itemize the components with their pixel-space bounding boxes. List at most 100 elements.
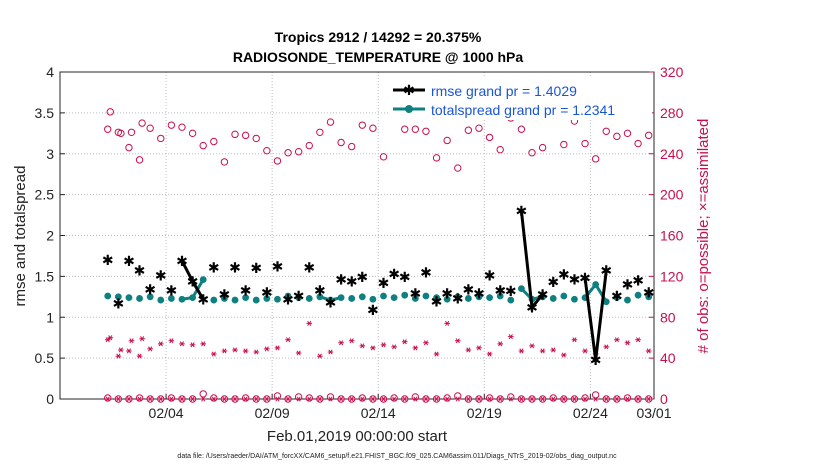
rmse-point: ✱ — [134, 264, 146, 280]
obs-possible-marker — [231, 130, 239, 139]
y-tick-label: 2.5 — [35, 187, 55, 203]
obs-assimilated-low-marker — [147, 396, 153, 402]
obs-possible-low-marker — [305, 394, 313, 402]
totalspread-point — [475, 293, 483, 301]
grid — [60, 72, 654, 399]
y2-tick-label: 200 — [660, 187, 684, 203]
right-axis-ticks: 0 40 80 120 160 200 240 280 320 — [649, 64, 684, 407]
obs-possible-low-marker — [581, 394, 589, 402]
obs-possible-marker — [199, 141, 207, 150]
rmse-point: ✱ — [431, 295, 443, 311]
obs-assimilated-marker — [359, 343, 366, 349]
rmse-point: ✱ — [112, 296, 124, 312]
rmse-point: ✱ — [590, 353, 602, 369]
rmse-point: ✱ — [367, 303, 379, 319]
obs-assimilated-marker — [189, 342, 196, 348]
obs-possible-marker — [369, 124, 377, 132]
totalspread-point — [433, 294, 440, 302]
obs-assimilated-low-marker — [412, 396, 419, 402]
obs-assimilated-low-marker — [645, 396, 652, 402]
obs-assimilated-marker — [614, 337, 620, 343]
totalspread-point — [104, 292, 112, 300]
obs-possible-low-marker — [443, 394, 451, 402]
obs-assimilated-marker — [104, 337, 111, 343]
obs-possible-low-marker — [369, 395, 377, 403]
obs-possible-low-marker — [178, 395, 186, 403]
obs-assimilated-low-marker — [285, 396, 291, 402]
obs-assimilated-low-marker — [454, 396, 461, 402]
obs-assimilated-marker — [139, 336, 145, 342]
totalspread-point — [337, 294, 345, 302]
obs-possible-marker — [432, 154, 441, 162]
obs-assimilated-marker — [508, 334, 514, 340]
legend-rmse-marker: ✱ — [403, 82, 415, 98]
x-tick-label: 02/04 — [149, 405, 184, 421]
obs-assimilated-marker — [168, 338, 175, 344]
obs-possible-marker — [106, 108, 114, 116]
obs-possible-low-marker — [157, 395, 165, 403]
rmse-point: ✱ — [229, 260, 241, 276]
obs-possible-low-marker — [294, 393, 303, 401]
obs-possible-low-marker — [507, 393, 515, 401]
obs-possible-low-marker — [347, 395, 356, 403]
chart-title-line1: Tropics 2912 / 14292 = 20.375% — [275, 29, 482, 45]
rmse-point: ✱ — [622, 278, 634, 294]
obs-assimilated-marker — [338, 340, 344, 346]
totalspread-point — [602, 298, 610, 306]
obs-assimilated-marker — [550, 347, 557, 353]
obs-possible-low-marker — [231, 395, 239, 403]
rmse-point: ✱ — [409, 287, 421, 303]
obs-possible-marker — [117, 129, 125, 138]
obs-possible-low-marker — [210, 394, 218, 402]
totalspread-point — [358, 293, 366, 301]
obs-possible-low-marker — [326, 393, 335, 401]
totalspread-point — [613, 294, 621, 302]
obs-assimilated-marker — [306, 320, 313, 326]
totalspread-point — [507, 296, 515, 304]
obs-assimilated-low-marker — [157, 396, 164, 402]
obs-possible-marker — [560, 140, 568, 149]
y-tick-label: 2 — [46, 228, 54, 244]
obs-assimilated-marker — [200, 341, 206, 347]
obs-assimilated-marker — [561, 352, 567, 358]
obs-assimilated-marker — [433, 351, 440, 357]
totalspread-point — [571, 295, 578, 303]
totalspread-point — [401, 291, 409, 299]
obs-assimilated-low-marker — [444, 396, 450, 402]
obs-possible-marker — [294, 148, 303, 156]
legend-rmse-label: rmse grand pr = 1.4029 — [431, 83, 577, 99]
x-tick-label: 02/09 — [255, 405, 290, 421]
obs-assimilated-low-marker — [380, 396, 387, 402]
obs-assimilated-low-marker — [401, 396, 408, 402]
obs-assimilated-marker — [126, 348, 132, 354]
rmse-point: ✱ — [123, 254, 135, 270]
obs-assimilated-low-marker — [370, 396, 376, 402]
rmse-point: ✱ — [537, 287, 549, 303]
rmse-point: ✱ — [452, 291, 464, 307]
rmse-point: ✱ — [155, 269, 167, 285]
totalspread-point — [125, 294, 133, 302]
obs-assimilated-marker — [295, 350, 302, 356]
rmse-point: ✱ — [420, 265, 432, 281]
legend-box — [388, 78, 652, 120]
data-file-footer: data file: /Users/raeder/DAI/ATM_forcXX/… — [177, 453, 617, 460]
totalspread-point — [231, 296, 239, 304]
rmse-line — [519, 210, 544, 312]
obs-possible-low-marker — [602, 395, 610, 403]
obs-possible-marker — [623, 129, 632, 138]
obs-assimilated-marker — [179, 341, 185, 347]
obs-assimilated-marker — [221, 348, 228, 354]
obs-possible-marker — [347, 142, 356, 151]
totalspread-point — [486, 294, 493, 302]
obs-assimilated-marker — [274, 345, 281, 351]
obs-assimilated-low-marker — [327, 396, 334, 402]
obs-assimilated-marker — [115, 353, 122, 359]
y2-tick-label: 280 — [660, 105, 684, 121]
obs-possible-low-marker — [528, 395, 536, 403]
obs-possible-marker — [241, 131, 250, 140]
obs-assimilated-marker — [232, 347, 238, 353]
obs-possible-marker — [358, 121, 367, 129]
rmse-point: ✱ — [388, 267, 400, 283]
y2-axis-label: # of obs: o=possible; ×=assimilated — [695, 119, 712, 354]
totalspread-point — [496, 292, 504, 300]
